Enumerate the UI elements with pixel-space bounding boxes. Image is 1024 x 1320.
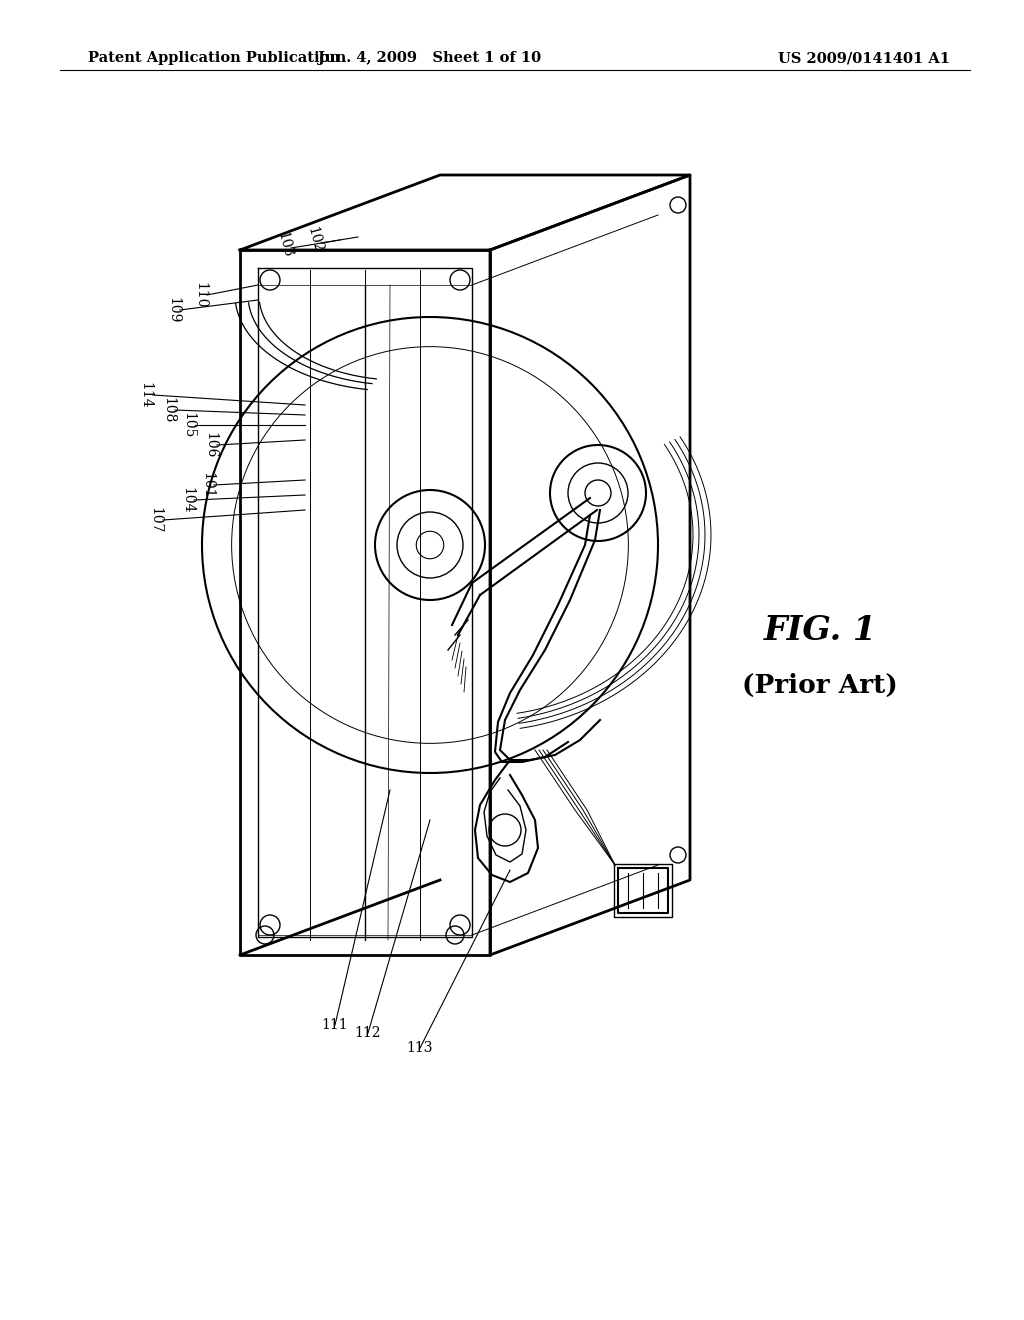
Text: 106: 106 <box>203 432 217 458</box>
Text: Jun. 4, 2009   Sheet 1 of 10: Jun. 4, 2009 Sheet 1 of 10 <box>318 51 542 65</box>
Text: 104: 104 <box>180 487 194 513</box>
Text: 102: 102 <box>305 226 326 255</box>
Text: 110: 110 <box>193 281 207 309</box>
Text: 113: 113 <box>407 1041 433 1055</box>
Text: FIG. 1: FIG. 1 <box>764 614 877 647</box>
Text: 108: 108 <box>161 397 175 424</box>
Text: 109: 109 <box>166 297 180 323</box>
Text: US 2009/0141401 A1: US 2009/0141401 A1 <box>778 51 950 65</box>
Text: (Prior Art): (Prior Art) <box>742 672 898 697</box>
Text: 114: 114 <box>138 381 152 408</box>
Text: 112: 112 <box>354 1026 381 1040</box>
Text: 101: 101 <box>200 471 214 498</box>
Text: 107: 107 <box>148 507 162 533</box>
Text: 103: 103 <box>274 231 295 260</box>
Text: 111: 111 <box>322 1018 348 1032</box>
Text: 105: 105 <box>181 412 195 438</box>
Text: Patent Application Publication: Patent Application Publication <box>88 51 340 65</box>
